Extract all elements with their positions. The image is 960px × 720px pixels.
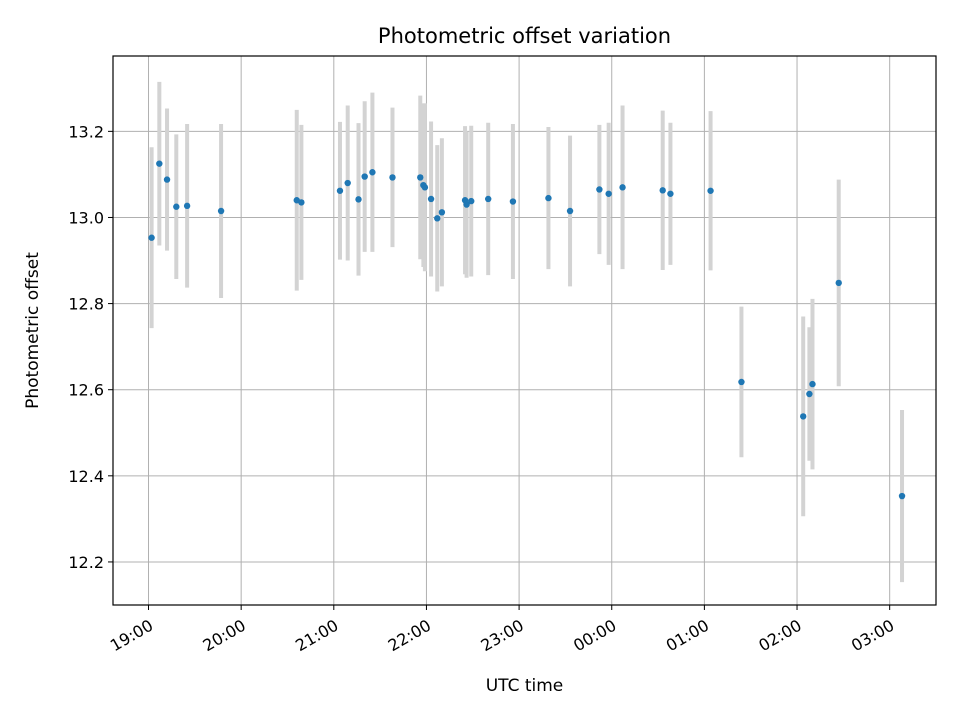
data-point — [427, 195, 435, 203]
data-point — [434, 215, 441, 222]
data-point — [800, 413, 807, 420]
data-point — [355, 196, 362, 203]
data-point — [298, 199, 305, 206]
data-point — [463, 201, 470, 208]
data-point — [438, 209, 446, 216]
data-point — [659, 187, 666, 194]
y-tick-label: 13.2 — [68, 122, 104, 141]
data-point — [566, 207, 574, 215]
data-points — [148, 160, 906, 500]
data-point — [417, 174, 424, 181]
chart-title: Photometric offset variation — [378, 24, 671, 48]
data-point — [485, 195, 492, 203]
data-point — [361, 173, 368, 180]
y-axis-label: Photometric offset — [23, 252, 43, 409]
data-point — [509, 198, 517, 205]
y-tick-label: 12.2 — [68, 553, 104, 572]
data-point — [605, 190, 612, 197]
data-point — [183, 202, 191, 210]
y-tick-label: 12.8 — [68, 295, 104, 314]
data-point — [707, 187, 714, 194]
data-point — [835, 279, 842, 287]
data-point — [217, 207, 225, 215]
axes-frame — [112, 55, 937, 606]
data-point — [369, 169, 376, 176]
data-point — [336, 187, 344, 194]
data-point — [809, 380, 816, 388]
data-point — [173, 203, 180, 210]
data-point — [619, 184, 626, 191]
data-point — [545, 194, 552, 202]
x-axis-label: UTC time — [486, 676, 564, 696]
data-point — [421, 184, 429, 191]
y-ticks: 12.2 12.4 12.6 12.8 13.0 13.2 — [68, 122, 113, 572]
data-point — [163, 176, 171, 183]
data-point — [738, 378, 745, 386]
grid — [113, 56, 936, 605]
data-point — [344, 179, 351, 187]
data-point — [389, 174, 396, 181]
data-point — [468, 197, 475, 205]
y-tick-label: 13.0 — [68, 208, 104, 227]
y-tick-label: 12.4 — [68, 467, 104, 486]
data-point — [156, 160, 163, 167]
data-point — [667, 190, 674, 197]
data-point — [898, 492, 906, 500]
y-tick-label: 12.6 — [68, 381, 104, 400]
data-point — [148, 234, 155, 241]
data-point — [806, 390, 813, 398]
data-point — [596, 186, 603, 193]
